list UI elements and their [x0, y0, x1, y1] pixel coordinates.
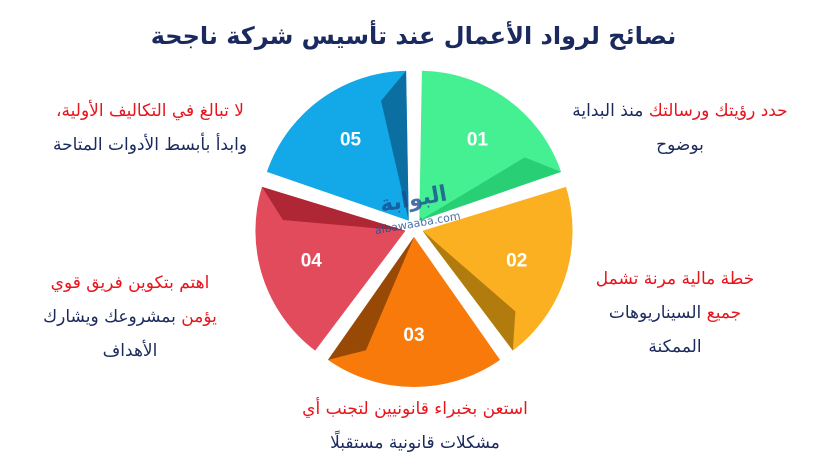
tip-03-line2: مشكلات قانونية مستقبلًا [330, 433, 500, 453]
slice-number-05: 05 [340, 130, 362, 151]
tip-02-highlight: جميع [706, 303, 742, 323]
tip-05-line1: لا تبالغ في التكاليف الأولية، [56, 101, 244, 121]
slice-number-01: 01 [467, 130, 489, 151]
tip-04-highlight: يؤمن [181, 307, 217, 327]
tip-04-text: بمشروعك ويشارك [43, 307, 182, 327]
tip-04-line3: الأهداف [102, 341, 158, 361]
tip-02: خطة مالية مرنة تشمل جميع السيناريوهات ال… [570, 262, 780, 364]
pie-slice-05: 05 [266, 70, 409, 221]
slice-number-02: 02 [506, 250, 527, 271]
tip-01: حدد رؤيتك ورسالتك منذ البداية بوضوح [560, 94, 800, 162]
tip-03-line1: استعن بخبراء قانونيين لتجنب أي [302, 399, 528, 419]
slice-face [422, 186, 573, 351]
pie-slice-03: 03 [327, 237, 501, 387]
tip-04: اهتم بتكوين فريق قوي يؤمن بمشروعك ويشارك… [30, 266, 230, 368]
slice-shadow [419, 157, 562, 221]
slice-shadow [327, 237, 414, 360]
slice-face [266, 70, 409, 221]
tip-03: استعن بخبراء قانونيين لتجنب أي مشكلات قا… [250, 392, 580, 460]
tip-02-line3: الممكنة [648, 337, 702, 357]
pie-slice-02: 02 [422, 186, 573, 351]
tip-04-line1: اهتم بتكوين فريق قوي [50, 273, 210, 293]
slice-shadow [422, 230, 516, 351]
tip-05: لا تبالغ في التكاليف الأولية، وابدأ بأبس… [20, 94, 280, 162]
slice-number-03: 03 [403, 325, 424, 346]
slice-shadow [381, 70, 409, 221]
page-title: نصائح لرواد الأعمال عند تأسيس شركة ناجحة [150, 22, 677, 50]
tip-01-highlight: حدد رؤيتك ورسالتك [648, 101, 788, 121]
tip-01-text: منذ البداية [572, 101, 649, 121]
pie-slice-01: 01 [419, 70, 562, 221]
tip-02-text: السيناريوهات [608, 303, 707, 323]
pie-slice-04: 04 [255, 186, 406, 351]
slice-shadow [261, 186, 406, 231]
slice-number-04: 04 [301, 250, 323, 271]
tip-01-line2: بوضوح [656, 135, 704, 155]
tip-02-line1: خطة مالية مرنة تشمل [595, 269, 755, 289]
slice-face [255, 186, 406, 351]
tip-05-line2: وابدأ بأبسط الأدوات المتاحة [52, 135, 248, 155]
slice-face [327, 237, 501, 387]
